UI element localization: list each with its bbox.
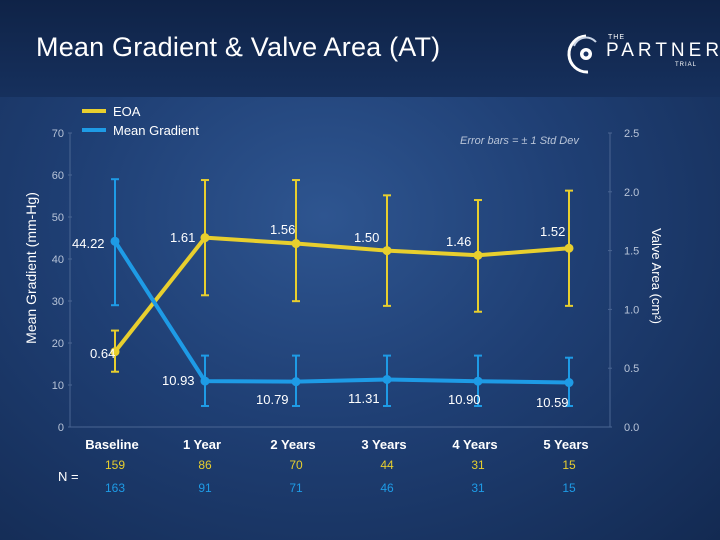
mean-gradient-point: [564, 378, 574, 388]
mean-gradient-line: [113, 240, 570, 385]
x-category-label: 1 Year: [183, 437, 221, 452]
eoa-point: [564, 243, 574, 253]
legend-label: EOA: [113, 104, 141, 119]
eoa-data-label: 1.52: [540, 224, 565, 239]
left-tick-label: 30: [52, 296, 64, 308]
partner-trial-logo: THE PARTNER TRIAL: [566, 32, 719, 76]
eoa-data-label: 1.61: [170, 230, 195, 245]
left-tick-label: 60: [52, 170, 64, 182]
n-count: 91: [198, 481, 212, 495]
logo-partner-text: PARTNER: [606, 40, 720, 61]
n-count: 15: [562, 458, 576, 472]
eoa-point: [473, 250, 483, 260]
mean-gradient-point: [291, 377, 301, 387]
n-count: 86: [198, 458, 212, 472]
eoa-point: [200, 233, 210, 243]
page-title: Mean Gradient & Valve Area (AT): [36, 32, 441, 62]
x-category-label: Baseline: [85, 437, 138, 452]
eoa-data-label: 0.64: [90, 346, 115, 361]
right-tick-label: 1.0: [624, 304, 639, 316]
right-tick-label: 1.5: [624, 246, 639, 258]
eoa-point: [291, 239, 301, 249]
left-tick-label: 10: [52, 380, 64, 392]
right-tick-label: 0.5: [624, 363, 639, 375]
mean-gradient-point: [110, 236, 120, 246]
legend-label: Mean Gradient: [113, 123, 199, 138]
right-tick-label: 2.5: [624, 128, 639, 140]
n-count: 70: [289, 458, 303, 472]
left-tick-label: 40: [52, 254, 64, 266]
x-category-label: 2 Years: [270, 437, 315, 452]
x-category-label: 3 Years: [361, 437, 406, 452]
n-count: 31: [471, 458, 485, 472]
gradient-data-label: 44.22: [72, 236, 105, 251]
error-bars-note: Error bars = ± 1 Std Dev: [460, 135, 580, 147]
mean-gradient-point: [200, 376, 210, 386]
mean-gradient-point: [382, 374, 392, 384]
n-count: 46: [380, 481, 394, 495]
right-tick-label: 0.0: [624, 422, 639, 434]
logo-trial-text: TRIAL: [675, 62, 698, 68]
y-axis-left-title: Mean Gradient (mm-Hg): [23, 192, 39, 344]
left-tick-label: 0: [58, 422, 64, 434]
n-count: 31: [471, 481, 485, 495]
gradient-data-label: 10.79: [256, 392, 289, 407]
n-label: N =: [58, 469, 79, 484]
gradient-data-label: 10.93: [162, 373, 195, 388]
eoa-point: [110, 347, 120, 357]
n-count: 15: [562, 481, 576, 495]
left-tick-label: 20: [52, 338, 64, 350]
right-tick-label: 2.0: [624, 187, 639, 199]
left-tick-label: 50: [52, 212, 64, 224]
x-category-label: 4 Years: [452, 437, 497, 452]
partner-logo-icon: [567, 34, 597, 74]
gradient-data-label: 10.90: [448, 392, 481, 407]
n-count: 44: [380, 458, 394, 472]
gradient-data-label: 10.59: [536, 395, 569, 410]
eoa-data-label: 1.46: [446, 234, 471, 249]
mean-gradient-point: [473, 376, 483, 386]
gradient-data-label: 11.31: [348, 391, 380, 406]
left-tick-label: 70: [52, 128, 64, 140]
eoa-line: [113, 235, 570, 353]
x-category-label: 5 Years: [543, 437, 588, 452]
y-axis-right-title: Valve Area (cm²): [649, 228, 664, 324]
eoa-data-label: 1.56: [270, 222, 295, 237]
n-count: 163: [105, 481, 125, 495]
n-count: 159: [105, 458, 125, 472]
eoa-data-label: 1.50: [354, 230, 379, 245]
header-band: [0, 0, 720, 97]
n-count: 71: [289, 481, 303, 495]
eoa-point: [382, 246, 392, 256]
logo-the-text: THE: [608, 34, 625, 41]
